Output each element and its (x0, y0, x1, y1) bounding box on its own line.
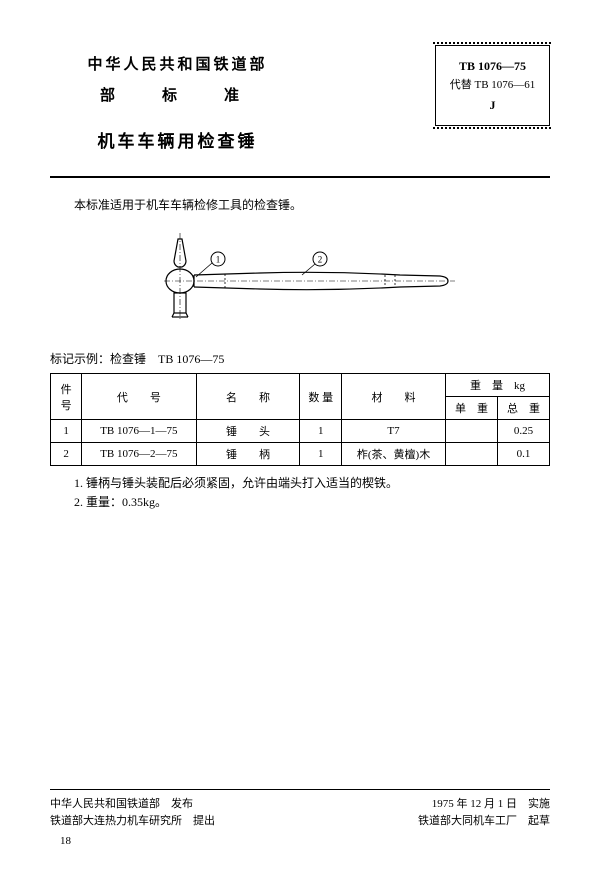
footer-block: 中华人民共和国铁道部 发布 1975 年 12 月 1 日 实施 铁道部大连热力… (50, 789, 550, 847)
page-number: 18 (50, 835, 550, 847)
footer-row-1: 中华人民共和国铁道部 发布 1975 年 12 月 1 日 实施 (50, 796, 550, 814)
standard-number: TB 1076—75 (448, 56, 537, 76)
cell-mat: 柞(茶、黄檀)木 (342, 443, 446, 466)
table-row: 1 TB 1076—1—75 锤 头 1 T7 0.25 (51, 420, 550, 443)
bom-table: 件 号 代 号 名 称 数 量 材 料 重 量 kg 单 重 总 重 1 TB … (50, 373, 550, 466)
supersedes-text: 代替 TB 1076—61 (448, 76, 537, 95)
cell-id: 1 (51, 420, 82, 443)
footer-drafter: 铁道部大同机车工厂 起草 (418, 813, 550, 831)
notes-block: 1. 锤柄与锤头装配后必须紧固，允许由端头打入适当的楔铁。 2. 重量：0.35… (50, 474, 550, 512)
callout-1-text: 1 (216, 255, 221, 265)
th-code: 代 号 (82, 374, 196, 420)
issuing-org: 中华人民共和国铁道部 (50, 53, 305, 74)
cell-uw (446, 420, 498, 443)
cell-qty: 1 (300, 420, 342, 443)
th-qty: 数 量 (300, 374, 342, 420)
bom-body: 1 TB 1076—1—75 锤 头 1 T7 0.25 2 TB 1076—2… (51, 420, 550, 466)
header-block: 中华人民共和国铁道部 部 标 准 机车车辆用检查锤 TB 1076—75 代替 … (50, 45, 550, 152)
table-row: 2 TB 1076—2—75 锤 柄 1 柞(茶、黄檀)木 0.1 (51, 443, 550, 466)
footer-publisher: 中华人民共和国铁道部 发布 (50, 796, 193, 814)
hammer-diagram: 1 2 (50, 231, 550, 336)
cell-name: 锤 头 (196, 420, 300, 443)
cell-code: TB 1076—1—75 (82, 420, 196, 443)
th-material: 材 料 (342, 374, 446, 420)
cell-code: TB 1076—2—75 (82, 443, 196, 466)
cell-tw: 0.1 (497, 443, 549, 466)
cell-mat: T7 (342, 420, 446, 443)
bom-header: 件 号 代 号 名 称 数 量 材 料 重 量 kg 单 重 总 重 (51, 374, 550, 420)
note-2: 2. 重量：0.35kg。 (92, 493, 550, 512)
footer-date: 1975 年 12 月 1 日 实施 (432, 796, 550, 814)
classification-letter: J (448, 95, 537, 115)
cell-qty: 1 (300, 443, 342, 466)
scope-paragraph: 本标准适用于机车车辆检修工具的检查锤。 (50, 196, 550, 213)
standard-label: 部 标 准 (50, 84, 305, 105)
cell-uw (446, 443, 498, 466)
marking-example: 标记示例：检查锤 TB 1076—75 (50, 350, 550, 367)
footer-proposer: 铁道部大连热力机车研究所 提出 (50, 813, 215, 831)
document-title: 机车车辆用检查锤 (50, 127, 305, 152)
th-total-weight: 总 重 (497, 397, 549, 420)
th-unit-weight: 单 重 (446, 397, 498, 420)
th-name: 名 称 (196, 374, 300, 420)
th-weight: 重 量 kg (446, 374, 550, 397)
note-1: 1. 锤柄与锤头装配后必须紧固，允许由端头打入适当的楔铁。 (92, 474, 550, 493)
standard-number-box: TB 1076—75 代替 TB 1076—61 J (435, 45, 550, 126)
footer-row-2: 铁道部大连热力机车研究所 提出 铁道部大同机车工厂 起草 (50, 813, 550, 831)
callout-2-text: 2 (318, 255, 323, 265)
header-left: 中华人民共和国铁道部 部 标 准 机车车辆用检查锤 (50, 45, 435, 152)
cell-name: 锤 柄 (196, 443, 300, 466)
footer-divider (50, 789, 550, 790)
header-divider (50, 176, 550, 178)
cell-id: 2 (51, 443, 82, 466)
th-item-no: 件 号 (51, 374, 82, 420)
cell-tw: 0.25 (497, 420, 549, 443)
